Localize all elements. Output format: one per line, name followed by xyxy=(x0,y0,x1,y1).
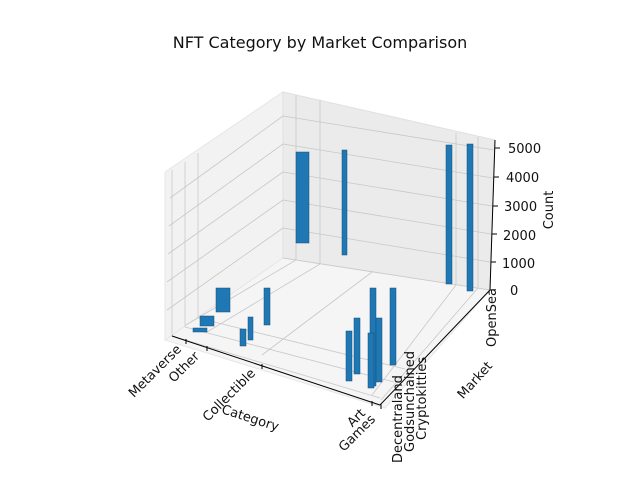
y-axis-label: Market xyxy=(455,359,496,402)
bar-collectible-opensea xyxy=(341,149,348,256)
bar-games-godsunchained xyxy=(375,317,383,383)
bar-collectible-decentraland xyxy=(239,328,247,347)
bar-art-decentraland xyxy=(345,330,353,382)
x-axis-label: Category xyxy=(220,402,281,435)
chart-title: NFT Category by Market Comparison xyxy=(172,33,468,52)
axis-lines xyxy=(171,139,500,409)
bar-games-opensea xyxy=(466,143,474,292)
ztick-1000: 1000 xyxy=(502,257,535,272)
bars xyxy=(192,143,474,389)
ytick-opensea: OpenSea xyxy=(485,288,500,347)
bar-metaverse-opensea xyxy=(295,151,310,244)
bar-collectible-godsunchained xyxy=(247,316,254,341)
bar-metaverse-cryptokitties xyxy=(215,287,231,313)
ytick-cryptokitties: Cryptokitties xyxy=(415,357,430,440)
back-pane xyxy=(282,91,496,291)
bar-other-godsunchained xyxy=(199,315,215,327)
bar-art-opensea xyxy=(445,144,453,285)
bar-games-cryptokitties xyxy=(389,287,397,366)
z-axis-label: Count xyxy=(542,191,557,230)
bar-metaverse-decentraland xyxy=(192,327,208,333)
bar-games-decentraland xyxy=(367,332,375,389)
ytick-decentraland: Decentraland xyxy=(391,375,406,463)
ztick-3000: 3000 xyxy=(504,200,537,215)
ztick-5000: 5000 xyxy=(508,142,541,157)
ztick-4000: 4000 xyxy=(506,171,539,186)
bar-art-godsunchained xyxy=(353,317,361,375)
ztick-2000: 2000 xyxy=(503,229,536,244)
ytick-godsunchained: Godsunchained xyxy=(403,351,418,452)
bar-collectible-cryptokitties xyxy=(263,287,271,326)
ztick-0: 0 xyxy=(510,284,518,299)
